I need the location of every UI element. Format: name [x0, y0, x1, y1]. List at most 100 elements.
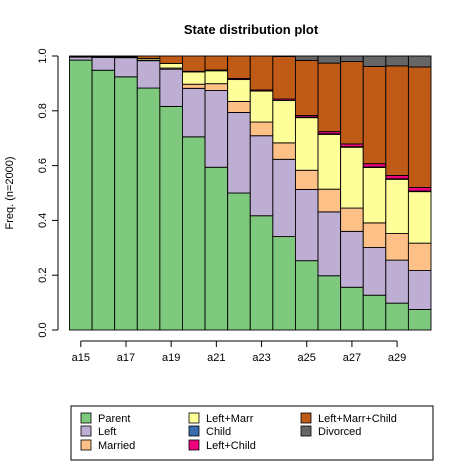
bar-segment — [159, 68, 183, 107]
bar-column-a27 — [340, 55, 364, 331]
legend-swatch — [300, 425, 312, 437]
bar-column-a20 — [182, 55, 206, 331]
x-tick-label: a27 — [343, 352, 361, 364]
bar-segment — [204, 83, 229, 91]
legend-label: Left+Marr+Child — [318, 413, 397, 425]
bar-segment — [385, 302, 409, 331]
bar-segment — [407, 270, 432, 310]
y-tick-label: 1.0 — [37, 48, 49, 63]
chart-title: State distribution plot — [184, 22, 319, 37]
bar-segment — [272, 56, 296, 100]
legend-label: Left — [98, 426, 116, 438]
bar-segment — [362, 65, 387, 165]
bar-segment — [249, 135, 274, 217]
x-tick-label: a17 — [117, 352, 135, 364]
bar-segment — [204, 90, 229, 168]
bar-column-a16 — [91, 55, 116, 331]
legend-swatch — [80, 425, 92, 437]
legend-label: Child — [206, 426, 231, 438]
bar-segment — [362, 247, 387, 296]
bar-segment — [385, 65, 409, 176]
bar-segment — [317, 62, 342, 133]
bar-segment — [227, 55, 251, 79]
bar-segment — [294, 55, 319, 61]
bar-segment — [340, 207, 364, 232]
bar-column-a28 — [362, 55, 387, 331]
y-tick-label: 0.6 — [37, 158, 49, 173]
bar-segment — [340, 61, 364, 145]
bar-segment — [136, 60, 161, 89]
y-tick-label: 0.8 — [37, 103, 49, 118]
bar-segment — [272, 142, 296, 160]
bar-segment — [407, 191, 432, 244]
bar-segment — [362, 294, 387, 331]
bar-segment — [159, 55, 183, 64]
bar-column-a24 — [272, 55, 296, 331]
bar-column-a19 — [159, 55, 183, 331]
bar-segment — [249, 55, 274, 91]
x-tick-label: a25 — [298, 352, 316, 364]
bar-column-a30 — [407, 55, 432, 331]
x-tick-label: a23 — [252, 352, 270, 364]
bar-segment — [227, 111, 251, 194]
legend-label: Left+Marr — [206, 413, 254, 425]
bar-segment — [69, 56, 93, 61]
bar-segment — [227, 79, 251, 102]
bar-segment — [182, 71, 206, 85]
bar-segment — [159, 105, 183, 331]
y-tick-label: 0.0 — [37, 322, 49, 337]
bar-segment — [227, 192, 251, 331]
legend-swatch — [80, 439, 92, 451]
y-tick-label: 0.2 — [37, 268, 49, 283]
bar-segment — [294, 59, 319, 116]
legend-swatch — [188, 439, 200, 451]
legend-swatch — [300, 412, 312, 424]
bar-column-a29 — [385, 55, 409, 331]
bar-segment — [317, 188, 342, 213]
bar-segment — [272, 99, 296, 144]
bar-segment — [69, 55, 93, 58]
legend-label: Left+Child — [206, 440, 256, 452]
y-tick-label: 0.4 — [37, 213, 49, 228]
bar-segment — [159, 62, 183, 69]
bar-segment — [317, 133, 342, 190]
legend-swatch — [188, 412, 200, 424]
bar-column-a25 — [294, 55, 319, 331]
bar-segment — [136, 87, 161, 331]
bar-segment — [272, 55, 296, 58]
bar-segment — [204, 70, 229, 85]
bar-column-a23 — [249, 55, 274, 331]
bar-column-a17 — [114, 55, 138, 331]
bar-segment — [362, 55, 387, 67]
bar-segment — [407, 66, 432, 188]
bar-segment — [294, 117, 319, 171]
bar-stack-group — [69, 55, 432, 331]
bar-segment — [317, 275, 342, 331]
bar-segment — [136, 55, 161, 59]
bar-segment — [204, 166, 229, 331]
bar-segment — [385, 259, 409, 304]
x-tick-label: a29 — [388, 352, 406, 364]
bar-segment — [204, 55, 229, 71]
bar-segment — [362, 167, 387, 224]
bar-segment — [407, 55, 432, 68]
bar-column-a21 — [204, 55, 229, 331]
bar-column-a18 — [136, 55, 161, 331]
bar-segment — [182, 87, 206, 138]
bar-column-a22 — [227, 55, 251, 331]
bar-segment — [385, 233, 409, 261]
bar-segment — [272, 158, 296, 238]
legend-label: Parent — [98, 413, 130, 425]
bar-segment — [385, 178, 409, 235]
bar-segment — [91, 69, 116, 331]
bar-segment — [294, 260, 319, 331]
bar-segment — [317, 55, 342, 64]
bar-segment — [385, 55, 409, 67]
legend-swatch — [80, 412, 92, 424]
bar-segment — [91, 56, 116, 71]
bar-segment — [362, 163, 387, 168]
x-tick-label: a15 — [72, 352, 90, 364]
bar-segment — [69, 59, 93, 331]
